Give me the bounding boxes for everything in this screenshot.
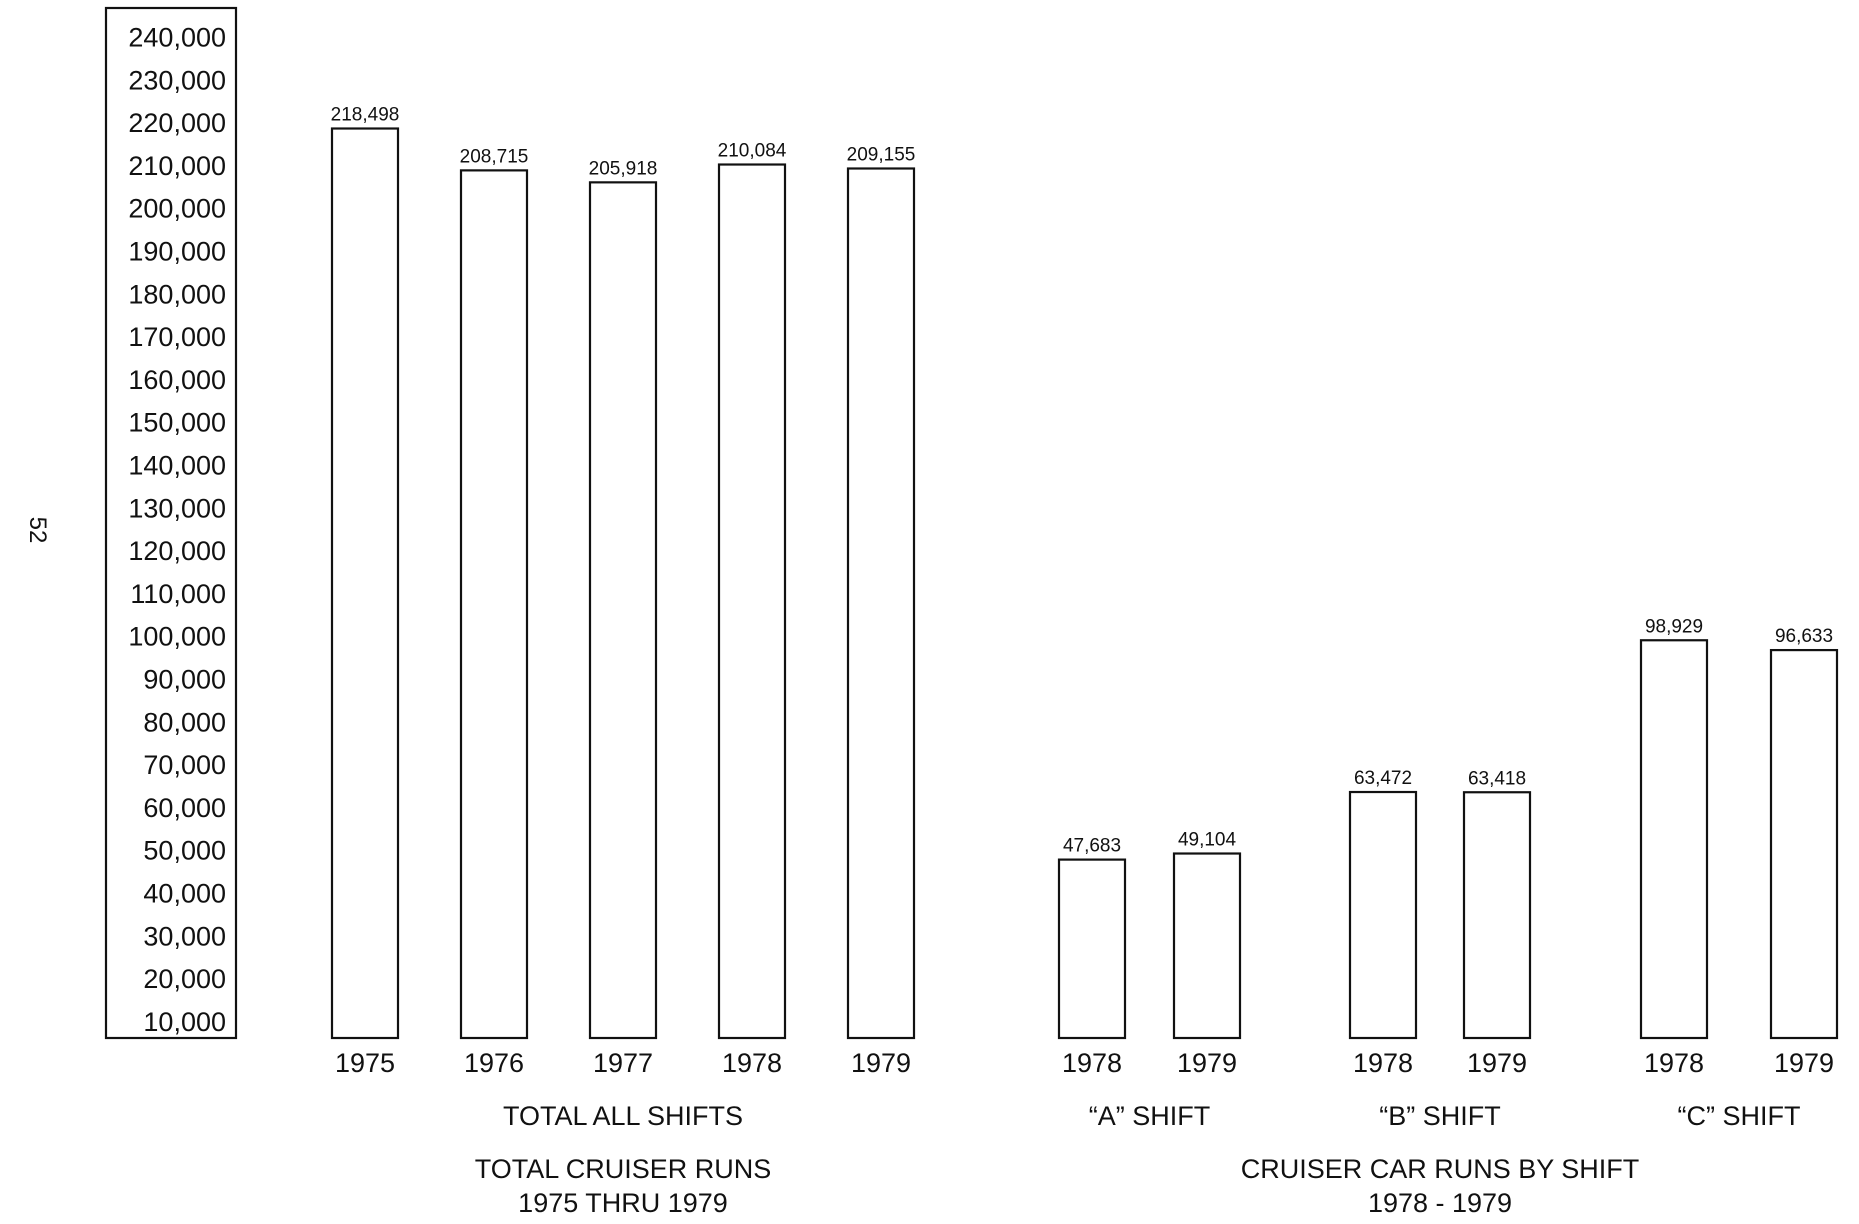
bar-shift-c-1978: [1639, 639, 1709, 1040]
y-tick-label: 180,000: [128, 279, 226, 309]
x-tick-label: 1975: [335, 1048, 395, 1078]
bar-value-label: 63,418: [1468, 768, 1526, 789]
bar-value-label: 218,498: [331, 105, 400, 126]
x-tick-label: 1979: [1467, 1048, 1527, 1078]
bar-shift-a-1979: [1172, 852, 1242, 1040]
bar-shift-b-1978: [1348, 790, 1418, 1040]
bar-value-label: 210,084: [718, 141, 787, 162]
bar-total-1976: [459, 169, 529, 1040]
y-tick-label: 10,000: [143, 1007, 226, 1037]
x-tick-label: 1976: [464, 1048, 524, 1078]
bar-value-label: 205,918: [589, 158, 658, 179]
bar-shift-b-1979: [1462, 791, 1532, 1040]
y-tick-label: 40,000: [143, 878, 226, 908]
group-label-shift-b: “B” SHIFT: [1379, 1101, 1501, 1131]
bar-total-1978: [717, 163, 787, 1040]
y-tick-label: 140,000: [128, 450, 226, 480]
page-number: 52: [24, 517, 51, 544]
chart-title-total: TOTAL CRUISER RUNS: [475, 1154, 772, 1184]
y-tick-label: 60,000: [143, 793, 226, 823]
bar-value-label: 209,155: [847, 144, 916, 165]
y-tick-label: 130,000: [128, 493, 226, 523]
y-tick-label: 50,000: [143, 836, 226, 866]
group-label-total: TOTAL ALL SHIFTS: [503, 1101, 743, 1131]
bars: [330, 127, 1839, 1040]
y-tick-label: 170,000: [128, 322, 226, 352]
bar-shift-a-1978: [1057, 858, 1127, 1040]
y-tick-label: 90,000: [143, 664, 226, 694]
chart-title-shift: CRUISER CAR RUNS BY SHIFT: [1241, 1154, 1640, 1184]
chart-subtitle-total: 1975 THRU 1979: [518, 1188, 728, 1218]
x-tick-label: 1978: [722, 1048, 782, 1078]
bar-total-1977: [588, 181, 658, 1040]
y-tick-label: 20,000: [143, 964, 226, 994]
y-axis-box: [104, 6, 238, 1040]
bar-value-label: 96,633: [1775, 626, 1833, 647]
x-tick-label: 1977: [593, 1048, 653, 1078]
bar-total-1975: [330, 127, 400, 1040]
y-tick-label: 190,000: [128, 236, 226, 266]
bar-value-label: 208,715: [460, 146, 529, 167]
bar-value-label: 49,104: [1178, 830, 1237, 851]
y-tick-label: 240,000: [128, 22, 226, 52]
x-tick-label: 1979: [851, 1048, 911, 1078]
y-axis-ticks: 10,000 20,000 30,000 40,000 50,000 60,000 70,0…: [128, 22, 226, 1036]
group-label-shift-a: “A” SHIFT: [1089, 1101, 1211, 1131]
y-tick-label: 110,000: [130, 579, 226, 609]
y-tick-label: 210,000: [128, 151, 226, 181]
bar-value-label: 47,683: [1063, 836, 1121, 857]
x-tick-label: 1978: [1644, 1048, 1704, 1078]
x-tick-label: 1979: [1177, 1048, 1237, 1078]
y-tick-label: 200,000: [128, 194, 226, 224]
chart-subtitle-shift: 1978 - 1979: [1368, 1188, 1512, 1218]
y-tick-label: 70,000: [143, 750, 226, 780]
y-tick-label: 150,000: [128, 408, 226, 438]
y-tick-label: 160,000: [128, 365, 226, 395]
y-tick-label: 100,000: [128, 622, 226, 652]
bar-value-label: 63,472: [1354, 768, 1412, 789]
x-tick-label: 1978: [1062, 1048, 1122, 1078]
y-tick-label: 220,000: [128, 108, 226, 138]
bar-shift-c-1979: [1769, 648, 1839, 1040]
group-label-shift-c: “C” SHIFT: [1678, 1101, 1801, 1131]
y-tick-label: 120,000: [128, 536, 226, 566]
bar-total-1979: [846, 167, 916, 1040]
x-tick-label: 1979: [1774, 1048, 1834, 1078]
x-tick-label: 1978: [1353, 1048, 1413, 1078]
labels: 218,498 1975 208,715 1976 205,918 1977 210,084…: [331, 105, 1834, 1218]
bar-value-label: 98,929: [1645, 616, 1703, 637]
y-tick-label: 230,000: [128, 65, 226, 95]
y-tick-label: 80,000: [143, 707, 226, 737]
y-tick-label: 30,000: [143, 921, 226, 951]
